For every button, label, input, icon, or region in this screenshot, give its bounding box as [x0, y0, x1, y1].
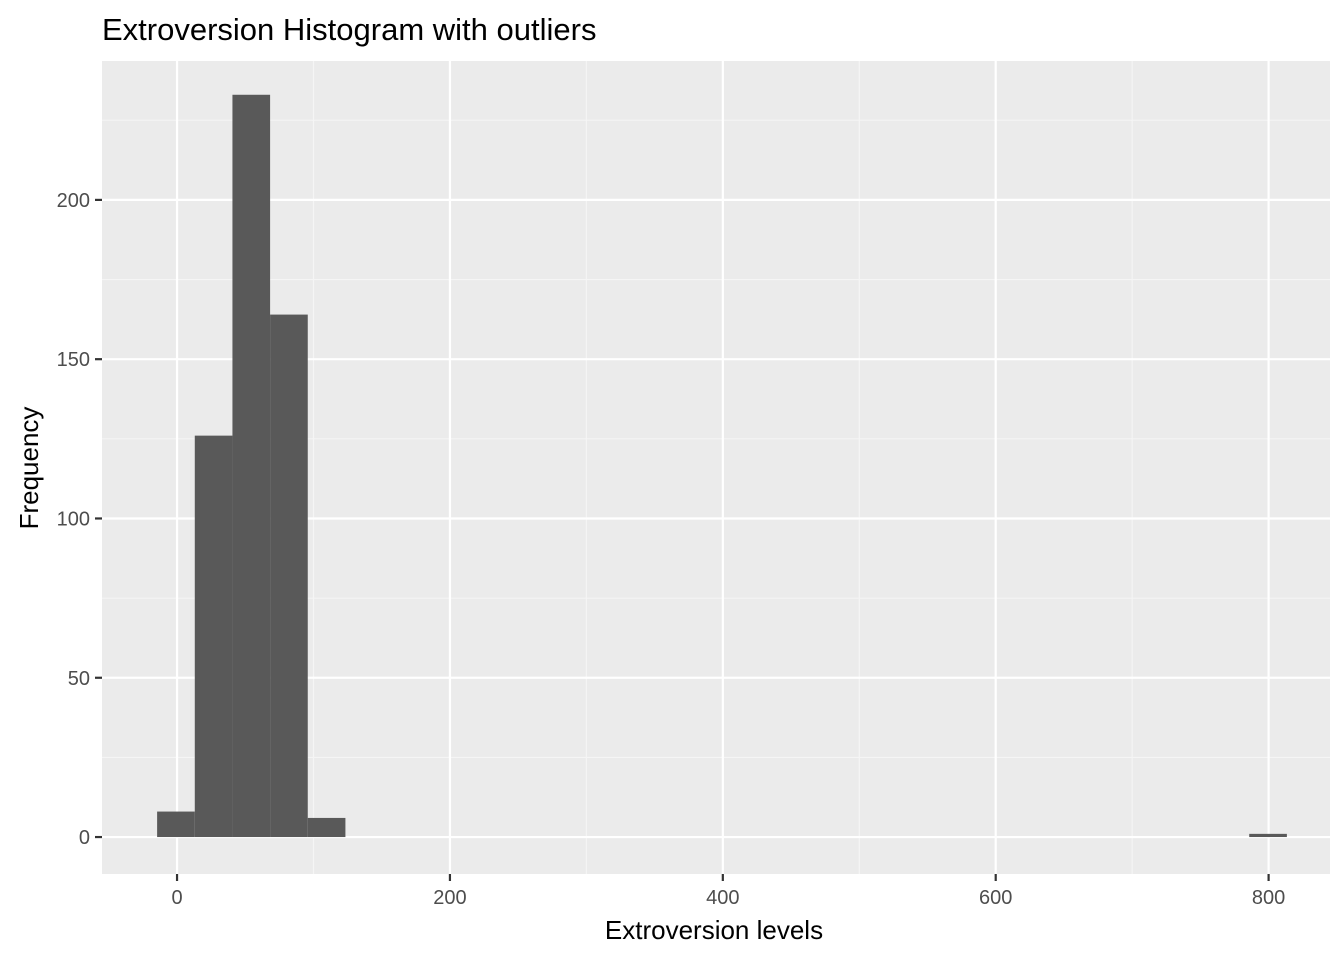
histogram-bar [1249, 833, 1287, 838]
y-tick-label: 0 [79, 827, 90, 849]
histogram-bar [270, 314, 308, 838]
x-tick-label: 400 [706, 887, 739, 909]
x-tick-label: 0 [171, 887, 182, 909]
histogram-bar [194, 435, 233, 838]
y-tick-label: 50 [68, 668, 90, 690]
minor-gridlines [102, 61, 1330, 874]
x-axis-title: Extroversion levels [605, 915, 823, 945]
histogram-bar [157, 811, 195, 838]
x-tick-label: 600 [979, 887, 1012, 909]
y-axis-ticks: 0 50 100 150 200 [57, 190, 102, 849]
histogram-bar [307, 817, 346, 838]
y-axis-title: Frequency [14, 407, 44, 530]
y-tick-label: 100 [57, 508, 90, 530]
chart-title: Extroversion Histogram with outliers [102, 12, 596, 47]
y-tick-label: 200 [57, 190, 90, 212]
x-tick-label: 800 [1252, 887, 1285, 909]
x-axis-ticks: 0 200 400 600 800 [171, 874, 1285, 909]
histogram-bar [232, 94, 271, 838]
x-tick-label: 200 [433, 887, 466, 909]
histogram-bars [157, 94, 1287, 838]
y-tick-label: 150 [57, 349, 90, 371]
